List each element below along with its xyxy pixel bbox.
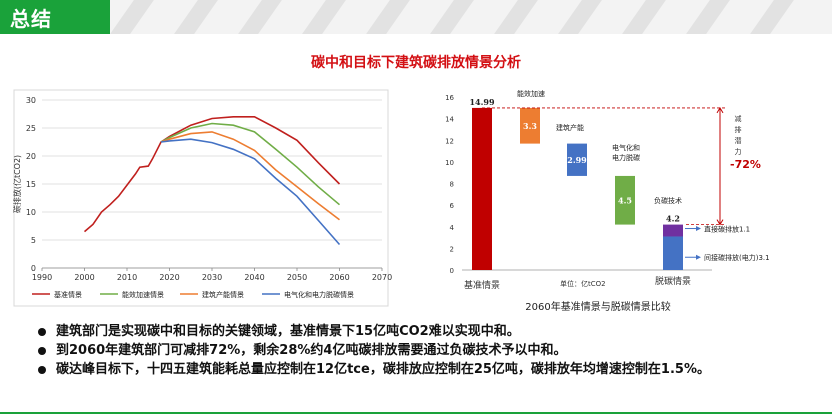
y-tick-label: 2 xyxy=(450,245,454,253)
x-tick-label: 2020 xyxy=(159,273,179,282)
waterfall-bar xyxy=(520,107,540,144)
x-tick-label: 2060 xyxy=(329,273,349,282)
y-tick-label: 8 xyxy=(450,181,454,189)
header-stripe xyxy=(302,0,346,34)
x-tick-label: 1990 xyxy=(32,273,52,282)
header-stripe xyxy=(238,0,282,34)
header-title: 总结 xyxy=(10,7,52,31)
y-tick-label: 12 xyxy=(445,137,454,145)
value-label: 2.99 xyxy=(567,155,587,165)
value-label: 4.5 xyxy=(618,195,632,205)
header-stripe xyxy=(494,0,538,34)
x-category-label: 脱碳情景 xyxy=(655,275,691,287)
annotation-char: 潜 xyxy=(735,136,742,145)
x-tick-label: 2030 xyxy=(202,273,222,282)
series-line xyxy=(160,138,341,246)
annotation-char: 力 xyxy=(735,147,742,156)
x-tick-label: 2040 xyxy=(244,273,264,282)
y-tick-label: 25 xyxy=(26,124,36,133)
legend-label: 电气化和电力脱碳情景 xyxy=(284,290,354,299)
unit-label: 单位：亿tCO2 xyxy=(560,279,606,288)
line-chart-frame xyxy=(13,89,389,307)
series-line xyxy=(160,131,340,221)
series-line xyxy=(83,116,341,233)
series-line xyxy=(160,122,341,206)
waterfall-bar xyxy=(472,107,492,270)
y-tick-label: 6 xyxy=(450,202,455,210)
bottom-divider xyxy=(0,412,832,414)
x-tick-label: 2000 xyxy=(74,273,94,282)
bullet-item: 到2060年建筑部门可减排72%，剩余28%约4亿吨碳排放需要通过负碳技术予以中… xyxy=(38,342,818,361)
header-stripe xyxy=(110,0,154,34)
reduction-percent: -72% xyxy=(730,158,761,171)
header-stripe xyxy=(750,0,794,34)
arrow-up-icon xyxy=(716,106,724,114)
y-tick-label: 5 xyxy=(31,236,36,245)
segment-label: 直接碳排放1.1 xyxy=(704,225,750,234)
header-stripe xyxy=(174,0,218,34)
y-axis-label: 碳排放(亿tCO2) xyxy=(12,155,22,213)
y-tick-label: 16 xyxy=(445,94,454,102)
header-bar: 总结 xyxy=(0,0,832,34)
annotation-char: 排 xyxy=(735,125,742,134)
stacked-segment xyxy=(663,236,683,270)
header-stripe xyxy=(622,0,666,34)
y-tick-label: 10 xyxy=(445,159,454,167)
arrow-down-icon xyxy=(716,219,724,226)
header-stripe xyxy=(430,0,474,34)
page-title: 碳中和目标下建筑碳排放情景分析 xyxy=(311,55,521,71)
y-tick-label: 10 xyxy=(26,208,36,217)
category-label: 电气化和 xyxy=(612,143,640,152)
x-category-label: 基准情景 xyxy=(464,279,500,291)
arrow-icon xyxy=(696,226,701,232)
y-tick-label: 20 xyxy=(26,152,36,161)
y-tick-label: 15 xyxy=(26,180,36,189)
legend-label: 能效加速情景 xyxy=(122,290,164,299)
bullet-item: 碳达峰目标下，十四五建筑能耗总量应控制在12亿tce，碳排放应控制在25亿吨，碳… xyxy=(38,361,818,380)
header-stripe xyxy=(366,0,410,34)
bullet-list: 建筑部门是实现碳中和目标的关键领域，基准情景下15亿吨CO2难以实现中和。 到2… xyxy=(38,323,818,380)
category-label: 负碳技术 xyxy=(654,196,682,205)
bullet-text: 到2060年建筑部门可减排72%，剩余28%约4亿吨碳排放需要通过负碳技术予以中… xyxy=(56,343,567,358)
y-tick-label: 14 xyxy=(445,116,454,124)
category-label: 电力脱碳 xyxy=(612,153,640,162)
legend-label: 基准情景 xyxy=(54,290,82,299)
header-stripe xyxy=(558,0,602,34)
bullet-dot-icon xyxy=(38,323,56,342)
y-tick-label: 4 xyxy=(450,224,455,232)
arrow-icon xyxy=(696,254,701,260)
annotation-char: 减 xyxy=(735,114,742,123)
segment-label: 间接碳排放(电力)3.1 xyxy=(704,253,770,262)
x-tick-label: 2070 xyxy=(372,273,392,282)
bullet-text: 建筑部门是实现碳中和目标的关键领域，基准情景下15亿吨CO2难以实现中和。 xyxy=(56,324,520,339)
waterfall-bar xyxy=(615,175,635,225)
legend-label: 建筑产能情景 xyxy=(202,290,244,299)
bullet-text: 碳达峰目标下，十四五建筑能耗总量应控制在12亿tce，碳排放应控制在25亿吨，碳… xyxy=(56,362,710,377)
header-stripe xyxy=(686,0,730,34)
value-label: 14.99 xyxy=(469,97,494,107)
y-tick-label: 30 xyxy=(26,96,36,105)
x-tick-label: 2010 xyxy=(117,273,137,282)
value-label: 3.3 xyxy=(523,121,537,131)
category-label: 能效加速 xyxy=(517,89,545,98)
y-tick-label: 0 xyxy=(450,267,454,275)
header-title-box: 总结 xyxy=(0,0,110,34)
bullet-dot-icon xyxy=(38,342,56,361)
waterfall-bar xyxy=(567,143,587,176)
stacked-segment xyxy=(663,224,683,237)
category-label: 建筑产能 xyxy=(556,123,584,132)
value-label: 4.2 xyxy=(666,214,680,224)
y-tick-label: 0 xyxy=(31,264,36,273)
chart-title: 2060年基准情景与脱碳情景比较 xyxy=(525,300,670,313)
bullet-item: 建筑部门是实现碳中和目标的关键领域，基准情景下15亿吨CO2难以实现中和。 xyxy=(38,323,818,342)
bullet-dot-icon xyxy=(38,361,56,380)
x-tick-label: 2050 xyxy=(287,273,307,282)
